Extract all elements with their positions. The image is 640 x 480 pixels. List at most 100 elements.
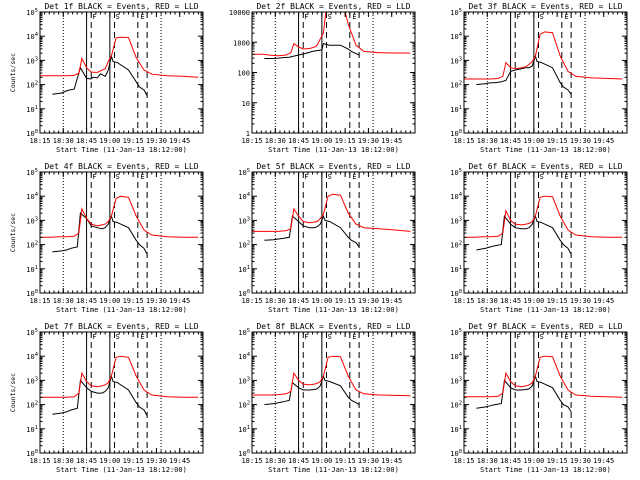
x-tick-label: 18:15 (241, 137, 262, 145)
x-tick-label: 19:15 (547, 457, 568, 465)
x-tick-label: 18:45 (500, 137, 521, 145)
y-tick-label: 101 (26, 425, 38, 434)
x-tick-label: 19:15 (547, 137, 568, 145)
series-red-line (252, 193, 411, 232)
panel-2: Det 2f BLACK = Events, RED = LLD F S E 1 10 10… (229, 2, 416, 154)
x-axis-label: Start Time (11-Jan-13 18:12:00) (480, 306, 611, 314)
x-axis-label: Start Time (11-Jan-13 18:12:00) (56, 146, 187, 154)
x-tick-label: 19:30 (146, 297, 167, 305)
y-tick-label: 103 (26, 376, 38, 385)
y-tick-label: 100 (450, 289, 462, 298)
y-tick-label: 104 (238, 192, 250, 201)
x-tick-label: 18:15 (29, 137, 50, 145)
y-tick-label: 100 (450, 449, 462, 458)
x-tick-label: 19:45 (169, 137, 190, 145)
panel-title: Det 7f BLACK = Events, RED = LLD (44, 322, 198, 331)
series-black-line (476, 374, 572, 413)
x-tick-label: 18:45 (76, 457, 97, 465)
event-marker-e: E (352, 173, 356, 181)
y-tick-label: 100 (26, 129, 38, 138)
y-tick-label: 101 (450, 265, 462, 274)
y-tick-label: 104 (450, 192, 462, 201)
y-tick-label: 105 (238, 168, 250, 177)
x-tick-label: 19:30 (358, 137, 379, 145)
x-tick-label: 18:15 (241, 457, 262, 465)
y-tick-label: 103 (238, 216, 250, 225)
plot-frame (463, 331, 628, 454)
x-tick-label: 18:30 (53, 297, 74, 305)
event-marker-s: S (540, 13, 544, 21)
plot-frame (251, 331, 416, 454)
series-red-line (40, 355, 199, 398)
x-axis-label: Start Time (11-Jan-13 18:12:00) (268, 146, 399, 154)
x-tick-label: 18:45 (500, 297, 521, 305)
x-tick-label: 18:30 (265, 297, 286, 305)
x-tick-label: 19:30 (570, 457, 591, 465)
x-tick-label: 19:00 (99, 297, 120, 305)
y-tick-label: 103 (26, 216, 38, 225)
y-tick-label: 105 (450, 168, 462, 177)
event-marker-f: F (516, 333, 520, 341)
x-tick-label: 19:15 (123, 137, 144, 145)
x-tick-label: 18:30 (53, 137, 74, 145)
x-tick-label: 19:30 (570, 297, 591, 305)
x-axis-label: Start Time (11-Jan-13 18:12:00) (268, 466, 399, 474)
x-tick-label: 18:45 (76, 137, 97, 145)
x-tick-label: 19:30 (358, 457, 379, 465)
y-tick-label: 100 (450, 129, 462, 138)
y-tick-label: 100 (237, 70, 250, 78)
event-marker-f: F (304, 173, 308, 181)
x-tick-label: 19:15 (547, 297, 568, 305)
y-axis-label: Counts/sec (9, 53, 17, 92)
x-tick-label: 18:15 (453, 457, 474, 465)
y-tick-label: 101 (238, 265, 250, 274)
x-axis-label: Start Time (11-Jan-13 18:12:00) (56, 466, 187, 474)
x-tick-label: 18:30 (265, 137, 286, 145)
event-marker-e: E (140, 333, 144, 341)
x-tick-label: 18:30 (477, 297, 498, 305)
event-marker-e: E (564, 173, 568, 181)
y-tick-label: 101 (450, 105, 462, 114)
x-tick-label: 19:45 (593, 137, 614, 145)
series-red-line (252, 12, 411, 57)
y-tick-label: 102 (450, 241, 462, 250)
x-tick-label: 18:45 (288, 137, 309, 145)
plot-frame (463, 11, 628, 134)
y-tick-label: 102 (238, 401, 250, 410)
y-tick-label: 104 (238, 352, 250, 361)
event-marker-s: S (328, 13, 332, 21)
y-tick-label: 102 (450, 81, 462, 90)
panel-title: Det 1f BLACK = Events, RED = LLD (44, 2, 198, 11)
x-tick-label: 19:45 (381, 297, 402, 305)
x-tick-label: 18:45 (76, 297, 97, 305)
x-tick-label: 19:30 (358, 297, 379, 305)
series-black-line (476, 214, 572, 255)
x-tick-label: 18:30 (53, 457, 74, 465)
x-tick-label: 19:45 (593, 457, 614, 465)
event-marker-s: S (116, 173, 120, 181)
event-marker-f: F (92, 333, 96, 341)
x-tick-label: 18:15 (29, 297, 50, 305)
panel-1: Det 1f BLACK = Events, RED = LLD F S E 100 10… (9, 2, 204, 154)
x-tick-label: 19:15 (335, 457, 356, 465)
x-tick-label: 18:15 (241, 297, 262, 305)
panel-title: Det 8f BLACK = Events, RED = LLD (256, 322, 410, 331)
x-tick-label: 18:15 (453, 137, 474, 145)
y-tick-label: 105 (450, 8, 462, 17)
plot-frame (39, 11, 204, 134)
y-tick-label: 101 (26, 265, 38, 274)
y-tick-label: 102 (26, 401, 38, 410)
x-tick-label: 19:00 (523, 137, 544, 145)
panel-8: Det 8f BLACK = Events, RED = LLD F S E 100 10… (238, 322, 416, 474)
x-axis-label: Start Time (11-Jan-13 18:12:00) (268, 306, 399, 314)
x-tick-label: 19:00 (99, 457, 120, 465)
event-marker-e: E (352, 333, 356, 341)
x-axis-label: Start Time (11-Jan-13 18:12:00) (480, 146, 611, 154)
x-tick-label: 19:45 (169, 297, 190, 305)
plot-frame (39, 171, 204, 294)
y-tick-label: 100 (238, 449, 250, 458)
x-tick-label: 18:30 (477, 137, 498, 145)
series-black-line (476, 54, 572, 95)
y-axis-label: Counts/sec (9, 373, 17, 412)
x-tick-label: 19:45 (169, 457, 190, 465)
